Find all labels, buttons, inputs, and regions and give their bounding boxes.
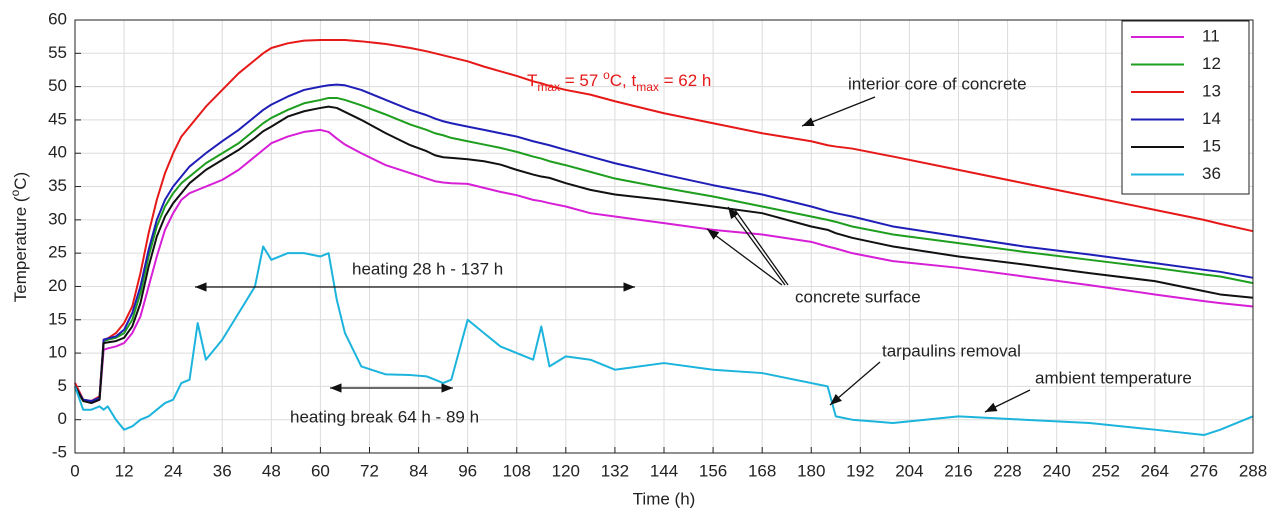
tarpaulins-annotation: tarpaulins removal <box>882 341 1021 360</box>
arrow <box>706 228 783 286</box>
y-label-part: Temperature ( <box>11 196 30 302</box>
surface-annotation: concrete surface <box>795 287 921 306</box>
y-tick-label: 25 <box>48 243 67 262</box>
tmax-part: o <box>603 68 610 82</box>
tmax-annotation: Tmax = 57 oC, tmax = 62 h <box>527 68 711 94</box>
x-tick-label: 216 <box>944 461 972 480</box>
x-tick-label: 72 <box>360 461 379 480</box>
y-axis-label: Temperature (oC) <box>8 172 30 302</box>
x-tick-label: 24 <box>164 461 183 480</box>
legend-label: 14 <box>1202 109 1221 128</box>
x-tick-label: 84 <box>409 461 428 480</box>
y-tick-label: 35 <box>48 176 67 195</box>
x-tick-label: 36 <box>213 461 232 480</box>
legend-box <box>1121 20 1250 195</box>
x-tick-label: 264 <box>1141 461 1169 480</box>
x-tick-label: 132 <box>601 461 629 480</box>
x-tick-label: 288 <box>1239 461 1267 480</box>
x-tick-label: 252 <box>1092 461 1120 480</box>
plot-frame <box>74 19 1254 454</box>
y-label-part: o <box>8 189 22 196</box>
tmax-part: C, t <box>610 71 637 90</box>
ambient-annotation: ambient temperature <box>1035 368 1192 387</box>
series-line <box>74 245 1254 437</box>
y-tick-label: 60 <box>48 9 67 28</box>
x-tick-label: 168 <box>748 461 776 480</box>
x-tick-label: 0 <box>70 461 79 480</box>
y-label-part: C) <box>11 172 30 190</box>
x-tick-label: 12 <box>115 461 134 480</box>
legend-label: 13 <box>1202 81 1221 100</box>
series-line <box>74 105 1254 405</box>
arrow <box>734 209 789 286</box>
y-tick-label: 45 <box>48 109 67 128</box>
y-tick-label: 0 <box>58 409 67 428</box>
y-tick-label: 15 <box>48 309 67 328</box>
arrow <box>984 389 1031 413</box>
tmax-part: max <box>537 80 560 94</box>
x-tick-label: 120 <box>552 461 580 480</box>
y-tick-label: 55 <box>48 43 67 62</box>
y-tick-label: 30 <box>48 209 67 228</box>
x-tick-label: 108 <box>503 461 531 480</box>
y-tick-label: 20 <box>48 276 67 295</box>
x-tick-label: 48 <box>262 461 281 480</box>
x-tick-label: 276 <box>1190 461 1218 480</box>
series-line <box>74 128 1254 405</box>
y-tick-label: 5 <box>58 376 67 395</box>
x-tick-label: 144 <box>650 461 678 480</box>
tmax-part: max <box>636 80 659 94</box>
tmax-part: T <box>527 71 537 90</box>
tmax-part: = 57 <box>560 71 603 90</box>
lines <box>74 38 1254 437</box>
tmax-part: = 62 h <box>659 71 711 90</box>
series-line <box>74 83 1254 403</box>
legend-label: 36 <box>1202 164 1221 183</box>
legend: 11 12 13 14 15 36 <box>1121 20 1250 195</box>
legend-label: 12 <box>1202 54 1221 73</box>
x-tick-label: 240 <box>1042 461 1070 480</box>
x-tick-label: 180 <box>797 461 825 480</box>
heating-annotation: heating 28 h - 137 h <box>352 259 503 278</box>
legend-label: 11 <box>1202 26 1220 45</box>
y-tick-label: 50 <box>48 76 67 95</box>
x-tick-label: 192 <box>846 461 874 480</box>
legend-label: 15 <box>1202 136 1221 155</box>
arrow <box>801 96 876 127</box>
x-tick-label: 228 <box>993 461 1021 480</box>
series-line <box>74 38 1254 403</box>
x-tick-label: 204 <box>895 461 923 480</box>
x-tick-label: 96 <box>458 461 477 480</box>
y-tick-label: -5 <box>52 442 67 461</box>
arrow <box>829 361 881 406</box>
y-tick-label: 40 <box>48 143 67 162</box>
x-axis-label: Time (h) <box>633 489 696 508</box>
x-tick-label: 156 <box>699 461 727 480</box>
heating-break-annotation: heating break 64 h - 89 h <box>290 407 479 426</box>
arrow <box>727 206 786 286</box>
x-tick-label: 60 <box>311 461 330 480</box>
core-annotation: interior core of concrete <box>848 74 1027 93</box>
series-line <box>74 96 1254 403</box>
y-tick-label: 10 <box>48 343 67 362</box>
